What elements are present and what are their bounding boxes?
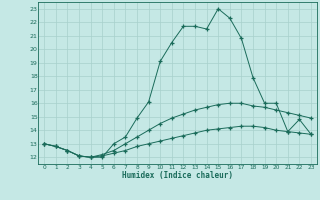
X-axis label: Humidex (Indice chaleur): Humidex (Indice chaleur) xyxy=(122,171,233,180)
